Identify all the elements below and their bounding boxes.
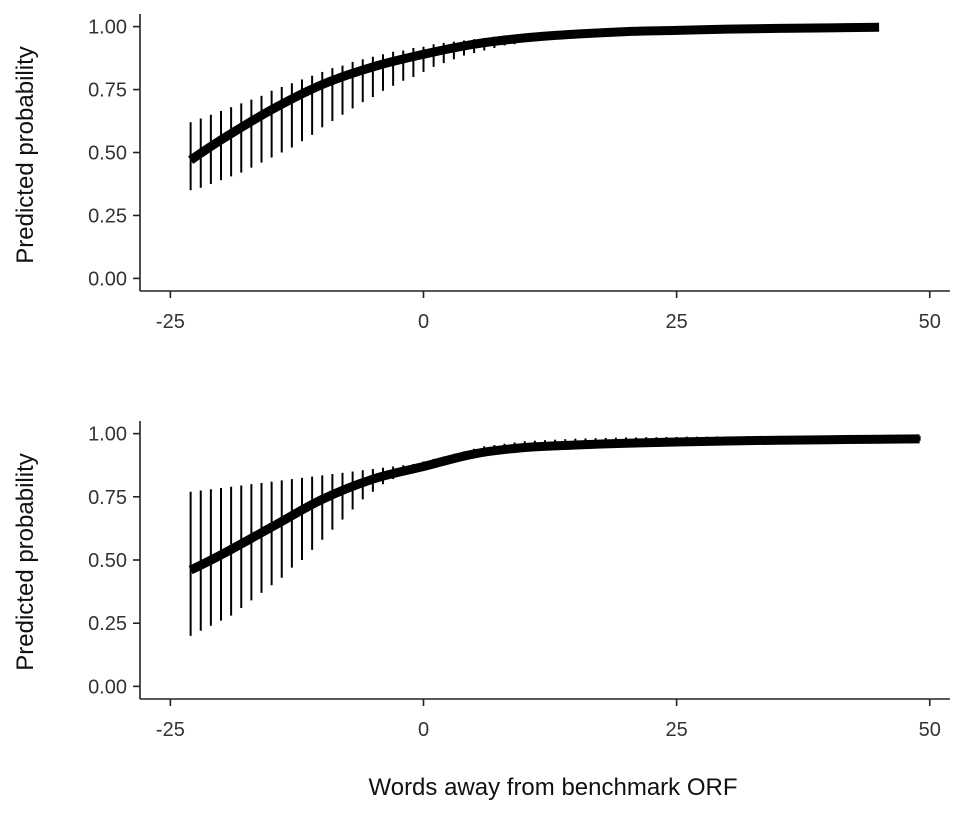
x-tick-label: 50 <box>919 311 941 333</box>
predicted-probability-line <box>188 22 880 164</box>
top-panel: Predicted probability 0.00 0.25 0.50 0.75 1.… <box>12 14 950 333</box>
y-tick-label: 1.00 <box>88 17 127 39</box>
y-tick-label: 0.50 <box>88 143 127 165</box>
y-tick-label: 0.25 <box>88 205 127 227</box>
y-tick-label: 0.75 <box>88 487 127 509</box>
y-tick-label: 1.00 <box>88 424 127 446</box>
predicted-probability-line <box>188 434 920 575</box>
y-tick-label: 0.50 <box>88 550 127 572</box>
x-tick-label: 0 <box>418 719 429 741</box>
y-tick-label: 0.00 <box>88 268 127 290</box>
y-tick-label: 0.25 <box>88 613 127 635</box>
x-tick-label: -25 <box>156 719 185 741</box>
y-tick-label: 0.00 <box>88 676 127 698</box>
x-tick-label: 0 <box>418 311 429 333</box>
x-tick-label: 25 <box>666 311 688 333</box>
x-axis-title: Words away from benchmark ORF <box>369 774 738 801</box>
bottom-panel: Predicted probability Words away from be… <box>12 421 950 801</box>
y-axis-title: Predicted probability <box>12 46 39 263</box>
x-tick-label: 25 <box>666 719 688 741</box>
x-tick-label: -25 <box>156 311 185 333</box>
x-tick-label: 50 <box>919 719 941 741</box>
y-axis-title: Predicted probability <box>12 453 39 670</box>
y-tick-label: 0.75 <box>88 80 127 102</box>
